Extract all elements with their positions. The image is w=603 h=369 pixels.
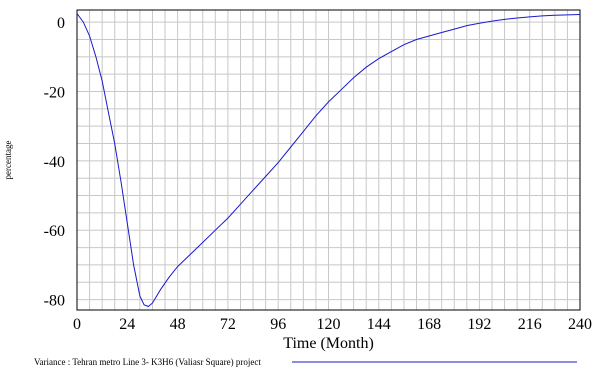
y-tick-label: 0 xyxy=(57,15,65,32)
legend-label: Variance : Tehran metro Line 3- K3H6 (Va… xyxy=(34,357,261,367)
x-tick-label: 240 xyxy=(568,316,592,333)
y-tick-label: -20 xyxy=(44,85,65,102)
x-tick-label: 72 xyxy=(220,316,236,333)
plot-frame xyxy=(76,9,581,311)
series-layer xyxy=(76,13,581,308)
x-tick-label: 0 xyxy=(73,316,81,333)
x-tick-label: 96 xyxy=(270,316,286,333)
series-line xyxy=(76,13,581,308)
x-tick-label: 192 xyxy=(467,316,491,333)
y-tick-label: -40 xyxy=(44,154,65,171)
y-axis-label: percentage xyxy=(3,141,13,180)
x-tick-label: 216 xyxy=(518,316,542,333)
y-tick-label: -80 xyxy=(44,293,65,310)
x-tick-label: 48 xyxy=(170,316,186,333)
x-axis-label: Time (Month) xyxy=(283,335,374,352)
y-tick-label: -60 xyxy=(44,223,65,240)
x-tick-label: 24 xyxy=(119,316,135,333)
y-axis: 0 -20 -40 -60 -80 xyxy=(44,15,65,309)
x-tick-label: 144 xyxy=(367,316,391,333)
x-tick-label: 168 xyxy=(417,316,441,333)
x-axis: 0 24 48 72 96 120 144 168 192 216 240 xyxy=(73,316,592,333)
grid xyxy=(77,10,580,310)
legend: Variance : Tehran metro Line 3- K3H6 (Va… xyxy=(34,357,577,367)
x-tick-label: 120 xyxy=(317,316,341,333)
